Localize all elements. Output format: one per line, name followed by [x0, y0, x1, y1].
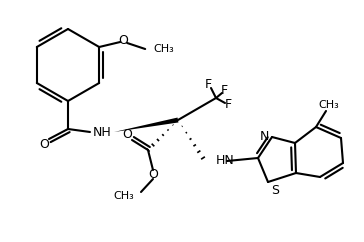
Text: O: O	[118, 35, 128, 47]
Text: O: O	[148, 168, 158, 182]
Text: S: S	[271, 183, 279, 197]
Text: O: O	[39, 137, 49, 151]
Text: F: F	[221, 83, 228, 97]
Text: CH₃: CH₃	[153, 44, 174, 54]
Text: O: O	[122, 129, 132, 142]
Text: F: F	[225, 98, 232, 111]
Text: CH₃: CH₃	[318, 100, 339, 110]
Text: NH: NH	[92, 126, 111, 138]
Text: N: N	[259, 129, 269, 143]
Polygon shape	[114, 118, 178, 132]
Text: CH₃: CH₃	[113, 191, 134, 201]
Text: HN: HN	[216, 154, 235, 167]
Text: F: F	[205, 78, 211, 91]
